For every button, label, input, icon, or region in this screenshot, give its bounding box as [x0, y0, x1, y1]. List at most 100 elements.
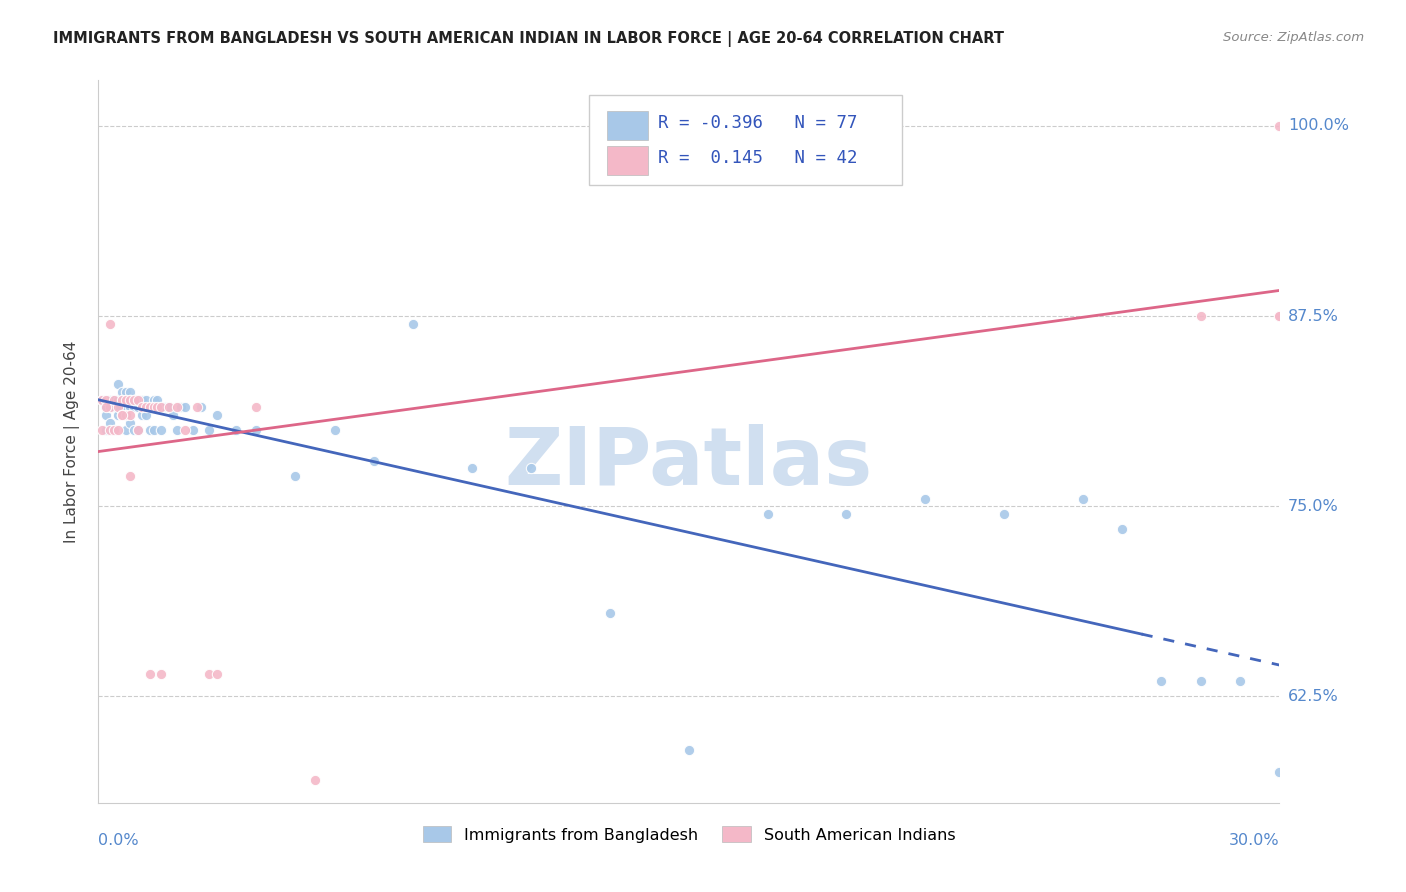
Point	[1229, 674, 1251, 689]
Point	[138, 666, 160, 681]
Point	[284, 468, 307, 483]
Point	[135, 392, 157, 407]
Point	[111, 392, 134, 407]
Point	[103, 401, 125, 415]
Point	[170, 401, 193, 415]
Point	[107, 392, 129, 407]
Point	[131, 392, 153, 407]
Point	[98, 401, 121, 415]
Point	[323, 423, 346, 437]
Point	[127, 423, 149, 437]
Point	[115, 423, 138, 437]
Point	[245, 401, 267, 415]
Point	[91, 392, 114, 407]
Point	[118, 408, 141, 422]
Point	[107, 401, 129, 415]
Point	[197, 423, 219, 437]
Point	[150, 401, 173, 415]
Point	[304, 772, 326, 787]
Point	[91, 423, 114, 437]
Point	[1071, 491, 1094, 506]
Point	[166, 401, 188, 415]
Point	[96, 408, 118, 422]
Point	[107, 408, 129, 422]
Point	[103, 423, 125, 437]
Point	[150, 401, 173, 415]
Point	[96, 392, 118, 407]
FancyBboxPatch shape	[607, 111, 648, 139]
Text: 62.5%: 62.5%	[1288, 689, 1339, 704]
Point	[1150, 674, 1173, 689]
Point	[118, 392, 141, 407]
Point	[150, 423, 173, 437]
Point	[162, 408, 184, 422]
Point	[993, 507, 1015, 521]
Point	[1268, 119, 1291, 133]
Point	[756, 507, 779, 521]
Point	[150, 666, 173, 681]
Point	[98, 416, 121, 430]
Point	[118, 416, 141, 430]
Point	[115, 401, 138, 415]
Point	[98, 317, 121, 331]
Point	[127, 423, 149, 437]
FancyBboxPatch shape	[589, 95, 901, 185]
Point	[138, 423, 160, 437]
Point	[205, 666, 228, 681]
Text: R =  0.145   N = 42: R = 0.145 N = 42	[658, 149, 858, 168]
Point	[111, 385, 134, 400]
Point	[118, 385, 141, 400]
Point	[138, 401, 160, 415]
Point	[135, 401, 157, 415]
Text: 100.0%: 100.0%	[1288, 119, 1348, 134]
Point	[1111, 522, 1133, 536]
Point	[122, 401, 145, 415]
Point	[186, 401, 208, 415]
Text: 75.0%: 75.0%	[1288, 499, 1339, 514]
Point	[115, 408, 138, 422]
Point	[1268, 309, 1291, 323]
Point	[115, 385, 138, 400]
Point	[520, 461, 543, 475]
Point	[111, 408, 134, 422]
Point	[157, 401, 180, 415]
Point	[131, 401, 153, 415]
Y-axis label: In Labor Force | Age 20-64: In Labor Force | Age 20-64	[63, 341, 80, 542]
Point	[127, 401, 149, 415]
Point	[103, 423, 125, 437]
Point	[225, 423, 247, 437]
Point	[1386, 575, 1406, 590]
Point	[127, 392, 149, 407]
Point	[91, 392, 114, 407]
Point	[98, 401, 121, 415]
Point	[155, 401, 177, 415]
Point	[174, 401, 197, 415]
Point	[122, 423, 145, 437]
Point	[142, 423, 165, 437]
Point	[96, 423, 118, 437]
Point	[118, 392, 141, 407]
Point	[115, 392, 138, 407]
Point	[103, 392, 125, 407]
Point	[98, 423, 121, 437]
Point	[111, 408, 134, 422]
Text: ZIPatlas: ZIPatlas	[505, 425, 873, 502]
Point	[146, 401, 169, 415]
Point	[111, 392, 134, 407]
Point	[461, 461, 484, 475]
Point	[96, 401, 118, 415]
Point	[190, 401, 212, 415]
Point	[1268, 309, 1291, 323]
Point	[245, 423, 267, 437]
Point	[131, 408, 153, 422]
Point	[205, 408, 228, 422]
Point	[1308, 765, 1330, 780]
Legend: Immigrants from Bangladesh, South American Indians: Immigrants from Bangladesh, South Americ…	[416, 820, 962, 849]
Point	[122, 392, 145, 407]
Point	[103, 392, 125, 407]
Point	[197, 666, 219, 681]
Point	[157, 401, 180, 415]
FancyBboxPatch shape	[607, 146, 648, 175]
Point	[402, 317, 425, 331]
Text: 0.0%: 0.0%	[98, 833, 139, 848]
